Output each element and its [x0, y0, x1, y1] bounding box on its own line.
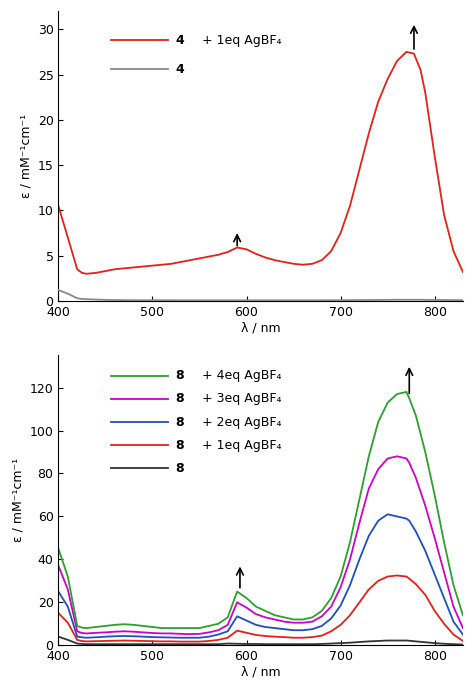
Text: + 2eq AgBF₄: + 2eq AgBF₄: [198, 415, 282, 428]
Text: 8: 8: [176, 369, 184, 382]
Text: 8: 8: [176, 439, 184, 452]
Y-axis label: ε / mM⁻¹cm⁻¹: ε / mM⁻¹cm⁻¹: [11, 458, 24, 542]
X-axis label: λ / nm: λ / nm: [241, 666, 281, 679]
Text: + 1eq AgBF₄: + 1eq AgBF₄: [198, 34, 282, 47]
Text: 8: 8: [176, 415, 184, 428]
Text: + 3eq AgBF₄: + 3eq AgBF₄: [198, 393, 282, 406]
Text: + 1eq AgBF₄: + 1eq AgBF₄: [198, 439, 282, 452]
Text: 4: 4: [176, 63, 184, 76]
Text: 8: 8: [176, 393, 184, 406]
X-axis label: λ / nm: λ / nm: [241, 322, 281, 335]
Text: + 4eq AgBF₄: + 4eq AgBF₄: [198, 369, 282, 382]
Y-axis label: ε / mM⁻¹cm⁻¹: ε / mM⁻¹cm⁻¹: [19, 114, 32, 198]
Text: 4: 4: [176, 34, 184, 47]
Text: 8: 8: [176, 462, 184, 475]
